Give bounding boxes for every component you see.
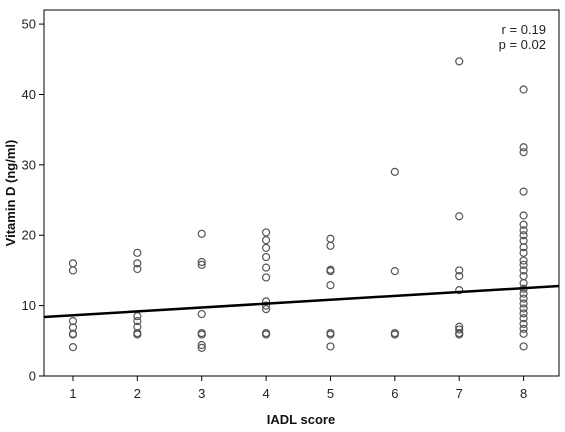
data-point	[519, 220, 528, 229]
data-point	[519, 289, 528, 298]
data-point	[390, 167, 399, 176]
data-point	[519, 324, 528, 333]
data-point	[519, 342, 528, 351]
data-point	[326, 241, 335, 250]
data-point	[519, 294, 528, 303]
data-point	[326, 281, 335, 290]
data-point	[133, 264, 142, 274]
y-axis: 0 10 20 30 40 50	[22, 17, 44, 384]
data-point	[519, 329, 528, 338]
data-point	[261, 273, 271, 282]
data-point	[261, 228, 271, 237]
data-point	[519, 211, 528, 220]
data-point	[390, 330, 399, 339]
data-point	[326, 267, 335, 276]
data-point	[519, 260, 528, 269]
x-tick-label: 3	[198, 386, 205, 401]
data-point	[455, 212, 464, 221]
data-point	[519, 256, 528, 265]
data-point	[261, 243, 271, 252]
y-tick-label: 30	[22, 157, 36, 172]
data-point	[261, 252, 271, 262]
y-axis-title: Vitamin D (ng/ml)	[3, 140, 18, 247]
data-point	[519, 226, 528, 235]
data-point	[133, 317, 142, 326]
y-tick-label: 0	[29, 369, 36, 384]
data-point	[455, 266, 464, 275]
data-point	[197, 260, 206, 269]
x-tick-label: 7	[456, 386, 463, 401]
x-tick-label: 5	[327, 386, 334, 401]
x-tick-label: 8	[520, 386, 527, 401]
data-point	[390, 267, 399, 276]
data-point	[519, 309, 528, 318]
x-tick-label: 1	[69, 386, 76, 401]
data-point	[519, 231, 528, 240]
data-point	[519, 248, 528, 257]
data-point	[519, 148, 528, 157]
data-point	[519, 187, 528, 196]
data-point	[455, 57, 464, 66]
data-point	[261, 330, 271, 339]
data-point	[326, 342, 335, 351]
p-value-annotation: p = 0.02	[499, 37, 546, 52]
data-point	[133, 248, 142, 257]
data-point	[261, 236, 271, 245]
data-point	[519, 85, 528, 94]
data-point	[197, 257, 206, 267]
data-point	[133, 259, 142, 268]
y-tick-label: 50	[22, 17, 36, 32]
x-tick-label: 2	[134, 386, 141, 401]
data-point	[68, 317, 78, 326]
data-point	[519, 278, 528, 288]
data-point	[326, 330, 335, 339]
data-point	[197, 343, 206, 352]
data-point	[133, 322, 142, 331]
data-point	[519, 143, 528, 152]
data-point	[519, 236, 528, 245]
data-point	[197, 340, 206, 350]
plot-frame	[43, 9, 560, 377]
data-point	[133, 312, 142, 321]
data-point	[519, 266, 528, 275]
data-point	[519, 243, 528, 252]
data-point	[455, 271, 464, 281]
y-tick-label: 40	[22, 87, 36, 102]
data-point	[68, 266, 78, 275]
data-point	[133, 330, 142, 339]
data-point	[261, 301, 271, 310]
y-tick-label: 10	[22, 298, 36, 313]
y-tick-label: 20	[22, 228, 36, 243]
data-point	[197, 229, 206, 238]
data-point	[455, 330, 464, 339]
data-point	[197, 309, 206, 319]
data-point	[68, 343, 78, 352]
data-point	[455, 286, 464, 295]
data-point	[519, 319, 528, 329]
data-point	[519, 299, 528, 308]
data-point	[197, 330, 206, 339]
data-point	[261, 263, 271, 272]
x-tick-label: 6	[391, 386, 398, 401]
data-point	[455, 325, 464, 334]
data-point	[68, 330, 78, 339]
x-axis-title: IADL score	[267, 412, 335, 427]
x-tick-label: 4	[262, 386, 269, 401]
data-points	[68, 57, 528, 352]
data-point	[519, 314, 528, 323]
correlation-annotation: r = 0.19	[502, 22, 546, 37]
data-point	[519, 304, 528, 313]
data-point	[455, 322, 464, 331]
x-axis: 1 2 3 4 5 6 7 8	[69, 376, 527, 401]
data-point	[261, 305, 271, 314]
regression-line	[43, 284, 560, 319]
